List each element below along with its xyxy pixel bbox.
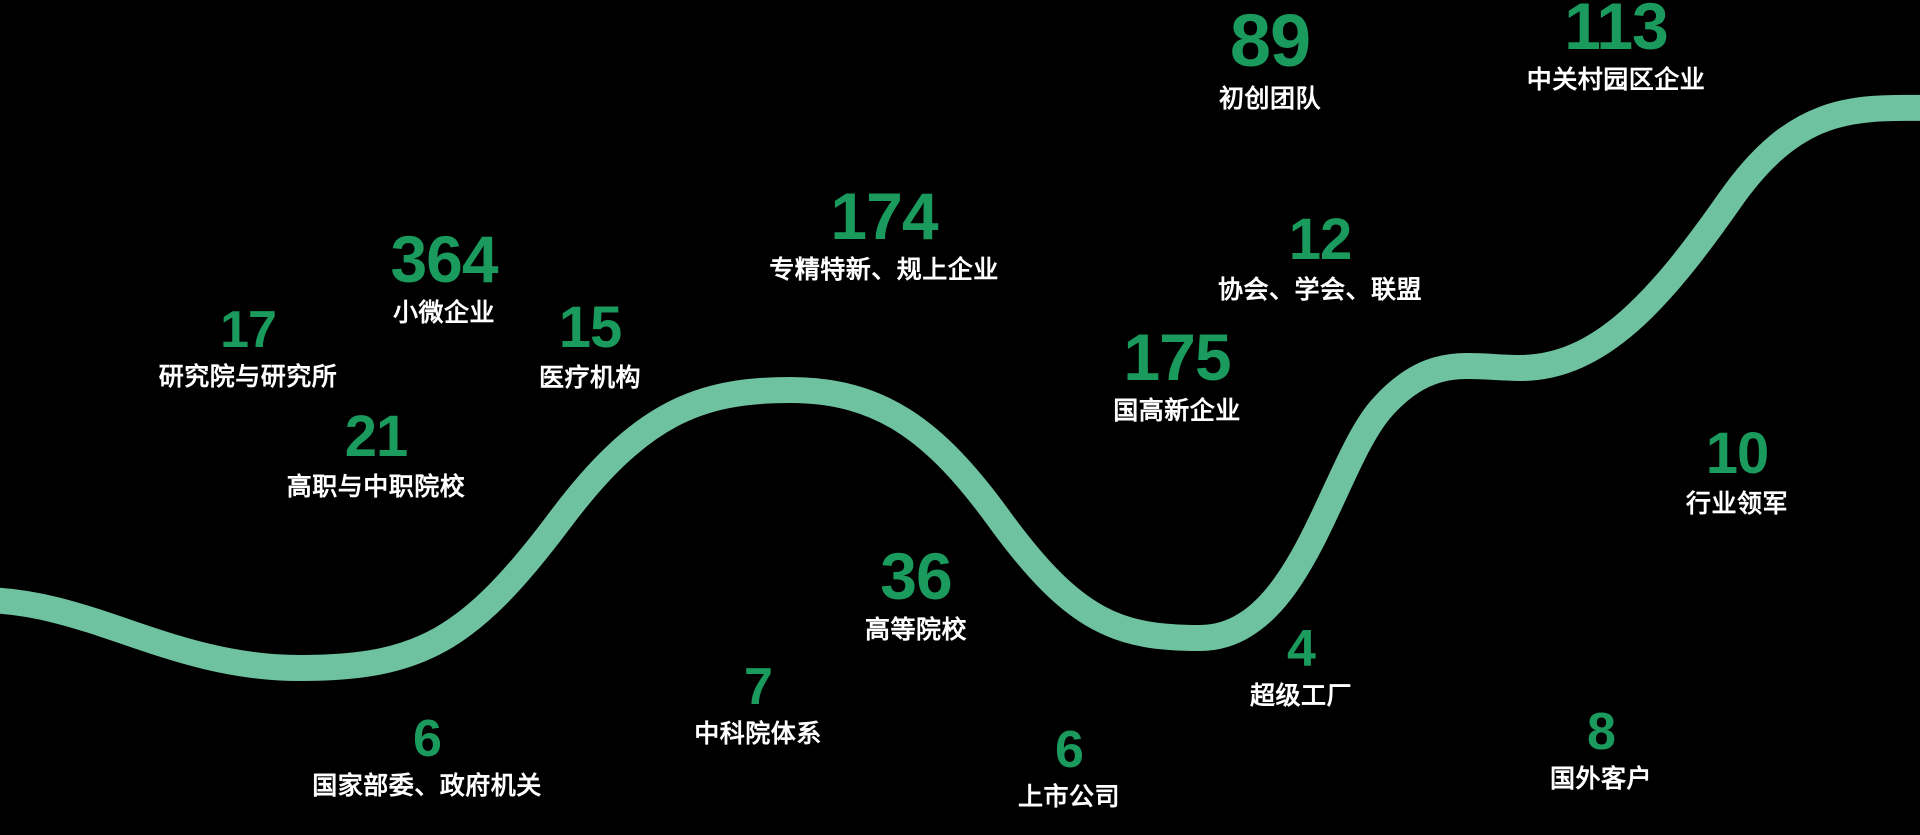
wave-path	[0, 94, 1920, 681]
stat-label-medical-orgs: 医疗机构	[538, 363, 642, 392]
stat-label-associations: 协会、学会、联盟	[1217, 275, 1423, 304]
stat-value-startup-teams: 89	[1229, 0, 1311, 82]
stat-value-medical-orgs: 15	[558, 295, 623, 360]
stat-value-research-institutes: 17	[220, 301, 277, 359]
stat-value-micro-small: 364	[390, 222, 498, 296]
stat-value-zhongguancun-park: 113	[1564, 0, 1668, 63]
stat-value-specialized-new: 174	[830, 179, 938, 253]
stat-label-overseas-clients: 国外客户	[1549, 764, 1653, 793]
stat-label-specialized-new: 专精特新、规上企业	[769, 256, 999, 285]
stat-callout-higher-education[interactable]: 36 高等院校	[864, 539, 968, 645]
stat-label-super-factory: 超级工厂	[1249, 681, 1353, 710]
stat-label-listed-companies: 上市公司	[1017, 782, 1121, 811]
stat-value-higher-education: 36	[880, 539, 952, 613]
stat-callout-industry-leaders[interactable]: 10 行业领军	[1685, 421, 1789, 518]
stat-label-micro-small: 小微企业	[392, 299, 495, 328]
stat-callout-listed-companies[interactable]: 6 上市公司	[1018, 723, 1120, 811]
stat-label-higher-education: 高等院校	[864, 616, 968, 645]
stat-callout-research-institutes[interactable]: 17 研究院与研究所	[159, 303, 338, 391]
stat-label-startup-teams: 初创团队	[1218, 84, 1322, 113]
stat-value-vocational-colleges: 21	[344, 404, 409, 469]
stat-callout-startup-teams[interactable]: 89 初创团队	[1219, 2, 1321, 113]
stat-callout-specialized-new[interactable]: 174 专精特新、规上企业	[769, 179, 999, 285]
stat-label-cas-system: 中科院体系	[694, 719, 822, 748]
stat-callout-medical-orgs[interactable]: 15 医疗机构	[538, 295, 642, 392]
stat-value-ministries: 6	[413, 710, 442, 768]
stat-value-listed-companies: 6	[1055, 721, 1084, 779]
stat-callout-national-hi-tech[interactable]: 175 国高新企业	[1113, 320, 1241, 426]
stat-callout-micro-small[interactable]: 364 小微企业	[390, 222, 498, 328]
stat-callout-overseas-clients[interactable]: 8 国外客户	[1550, 705, 1652, 793]
stat-label-ministries: 国家部委、政府机关	[312, 771, 542, 800]
stat-label-research-institutes: 研究院与研究所	[158, 362, 338, 391]
stat-label-vocational-colleges: 高职与中职院校	[286, 472, 466, 501]
stat-callout-ministries[interactable]: 6 国家部委、政府机关	[312, 712, 542, 800]
stat-value-overseas-clients: 8	[1587, 703, 1616, 761]
stat-callout-associations[interactable]: 12 协会、学会、联盟	[1217, 207, 1423, 304]
stat-callout-vocational-colleges[interactable]: 21 高职与中职院校	[286, 404, 466, 501]
stat-callout-zhongguancun-park[interactable]: 113 中关村园区企业	[1527, 0, 1706, 95]
stat-label-zhongguancun-park: 中关村园区企业	[1526, 66, 1706, 95]
stat-value-super-factory: 4	[1287, 620, 1316, 678]
stat-label-national-hi-tech: 国高新企业	[1113, 397, 1241, 426]
stat-value-cas-system: 7	[744, 658, 773, 716]
stat-label-industry-leaders: 行业领军	[1685, 489, 1789, 518]
stat-value-industry-leaders: 10	[1705, 421, 1770, 486]
stat-value-national-hi-tech: 175	[1123, 320, 1231, 394]
stat-value-associations: 12	[1288, 207, 1353, 272]
stat-callout-super-factory[interactable]: 4 超级工厂	[1250, 622, 1352, 710]
stat-callout-cas-system[interactable]: 7 中科院体系	[694, 660, 822, 748]
